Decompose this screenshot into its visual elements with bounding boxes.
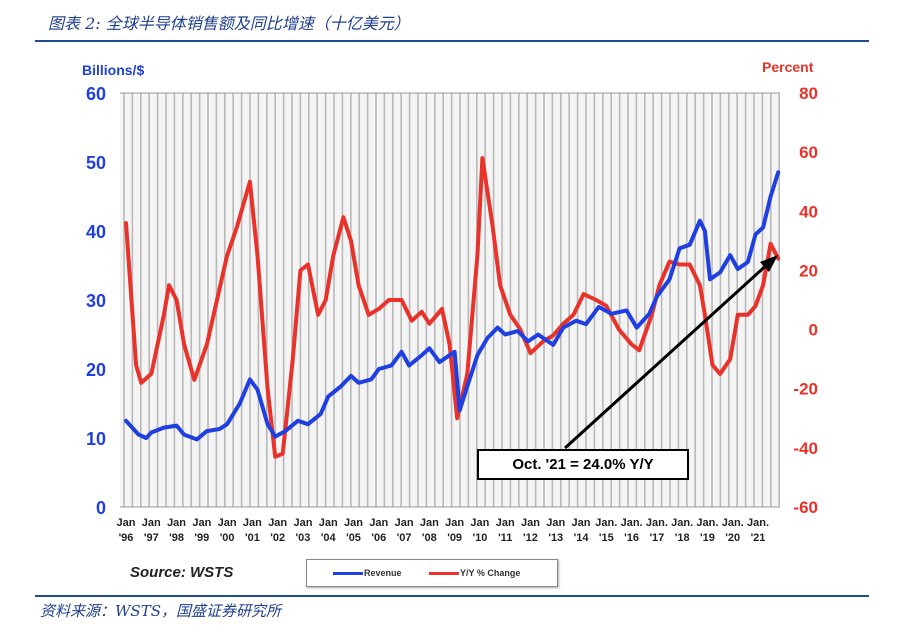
y-left-label: Billions/$ — [82, 62, 144, 78]
legend: Revenue Y/Y % Change — [306, 559, 558, 587]
x-tick-label-month: Jan — [293, 517, 312, 529]
x-tick-label-year: '12 — [523, 532, 538, 544]
y-right-tick-label: -40 — [793, 439, 818, 458]
x-tick-label-year: '17 — [649, 532, 664, 544]
y-right-tick-label: 20 — [799, 261, 818, 280]
annotation-box: Oct. '21 = 24.0% Y/Y — [477, 449, 689, 480]
x-tick-label-month: Jan — [496, 517, 515, 529]
x-tick-label-month: Jan — [218, 517, 237, 529]
x-tick-label-year: '00 — [220, 532, 235, 544]
x-tick-label-month: Jan — [243, 517, 262, 529]
figure-title: 图表 2: 全球半导体销售额及同比增速（十亿美元） — [48, 14, 410, 33]
y-left-tick-label: 60 — [86, 84, 106, 104]
y-right-tick-label: 40 — [799, 202, 818, 221]
x-tick-label-year: '03 — [296, 532, 311, 544]
x-tick-label-year: '05 — [346, 532, 361, 544]
y-left-tick-label: 50 — [86, 153, 106, 173]
y-right-tick-label: 0 — [809, 321, 818, 340]
x-tick-label-month: Jan — [268, 517, 287, 529]
x-tick-label-year: '08 — [422, 532, 437, 544]
y-left-tick-label: 10 — [86, 429, 106, 449]
x-tick-label-month: Jan — [167, 517, 186, 529]
x-tick-label-month: Jan. — [595, 517, 617, 529]
x-tick-label-month: Jan. — [621, 517, 643, 529]
x-tick-label-month: Jan. — [747, 517, 769, 529]
legend-item-revenue: Revenue — [333, 568, 402, 578]
source-note: 资料来源：WSTS，国盛证券研究所 — [40, 602, 281, 620]
y-left-tick-label: 40 — [86, 222, 106, 242]
x-tick-label-year: '07 — [397, 532, 412, 544]
annotation-arrow — [563, 260, 772, 450]
x-tick-label-month: Jan. — [696, 517, 718, 529]
x-tick-label-year: '11 — [498, 532, 512, 544]
x-tick-label-month: Jan — [369, 517, 388, 529]
x-tick-label-month: Jan — [521, 517, 540, 529]
series-line-yoy — [124, 156, 781, 459]
x-tick-label-month: Jan. — [671, 517, 693, 529]
x-tick-label-year: '97 — [144, 532, 159, 544]
x-tick-label-month: Jan — [117, 517, 136, 529]
x-tick-label-month: Jan — [142, 517, 161, 529]
x-tick-label-month: Jan — [445, 517, 464, 529]
series-line-revenue — [124, 170, 781, 442]
x-tick-label-year: '99 — [194, 532, 209, 544]
x-tick-label-month: Jan. — [646, 517, 668, 529]
legend-item-yoy: Y/Y % Change — [429, 568, 520, 578]
x-tick-label-month: Jan — [546, 517, 565, 529]
y-left-tick-label: 20 — [86, 360, 106, 380]
footer-divider — [35, 595, 869, 597]
x-tick-label-month: Jan — [192, 517, 211, 529]
x-tick-label-month: Jan. — [722, 517, 744, 529]
y-left-tick-label: 0 — [96, 498, 106, 518]
annotation-arrowhead — [760, 255, 778, 272]
x-tick-label-month: Jan — [344, 517, 363, 529]
x-tick-label-year: '10 — [472, 532, 487, 544]
y-right-tick-label: -60 — [793, 498, 818, 517]
x-tick-label-month: Jan — [420, 517, 439, 529]
x-tick-label-month: Jan — [572, 517, 591, 529]
x-tick-label-month: Jan — [319, 517, 338, 529]
y-right-label: Percent — [762, 59, 814, 75]
x-tick-label-year: '14 — [574, 532, 590, 544]
x-tick-label-month: Jan — [395, 517, 414, 529]
x-tick-label-year: '96 — [119, 532, 134, 544]
x-tick-label-year: '15 — [599, 532, 614, 544]
y-right-tick-label: 60 — [799, 143, 818, 162]
x-tick-label-year: '04 — [321, 532, 337, 544]
chart-source: Source: WSTS — [130, 564, 234, 581]
x-tick-label-year: '13 — [548, 532, 563, 544]
x-tick-label-year: '16 — [624, 532, 639, 544]
x-tick-label-year: '21 — [751, 532, 766, 544]
x-tick-label-year: '19 — [700, 532, 715, 544]
y-right-tick-label: -20 — [793, 380, 818, 399]
x-tick-label-year: '06 — [371, 532, 386, 544]
x-tick-label-year: '01 — [245, 532, 260, 544]
title-divider — [35, 40, 869, 42]
x-tick-label-year: '20 — [725, 532, 740, 544]
y-left-tick-label: 30 — [86, 291, 106, 311]
x-tick-label-year: '18 — [675, 532, 690, 544]
x-tick-label-year: '02 — [270, 532, 285, 544]
x-tick-label-month: Jan — [470, 517, 489, 529]
y-right-tick-label: 80 — [799, 84, 818, 103]
x-tick-label-year: '98 — [169, 532, 184, 544]
x-tick-label-year: '09 — [447, 532, 462, 544]
